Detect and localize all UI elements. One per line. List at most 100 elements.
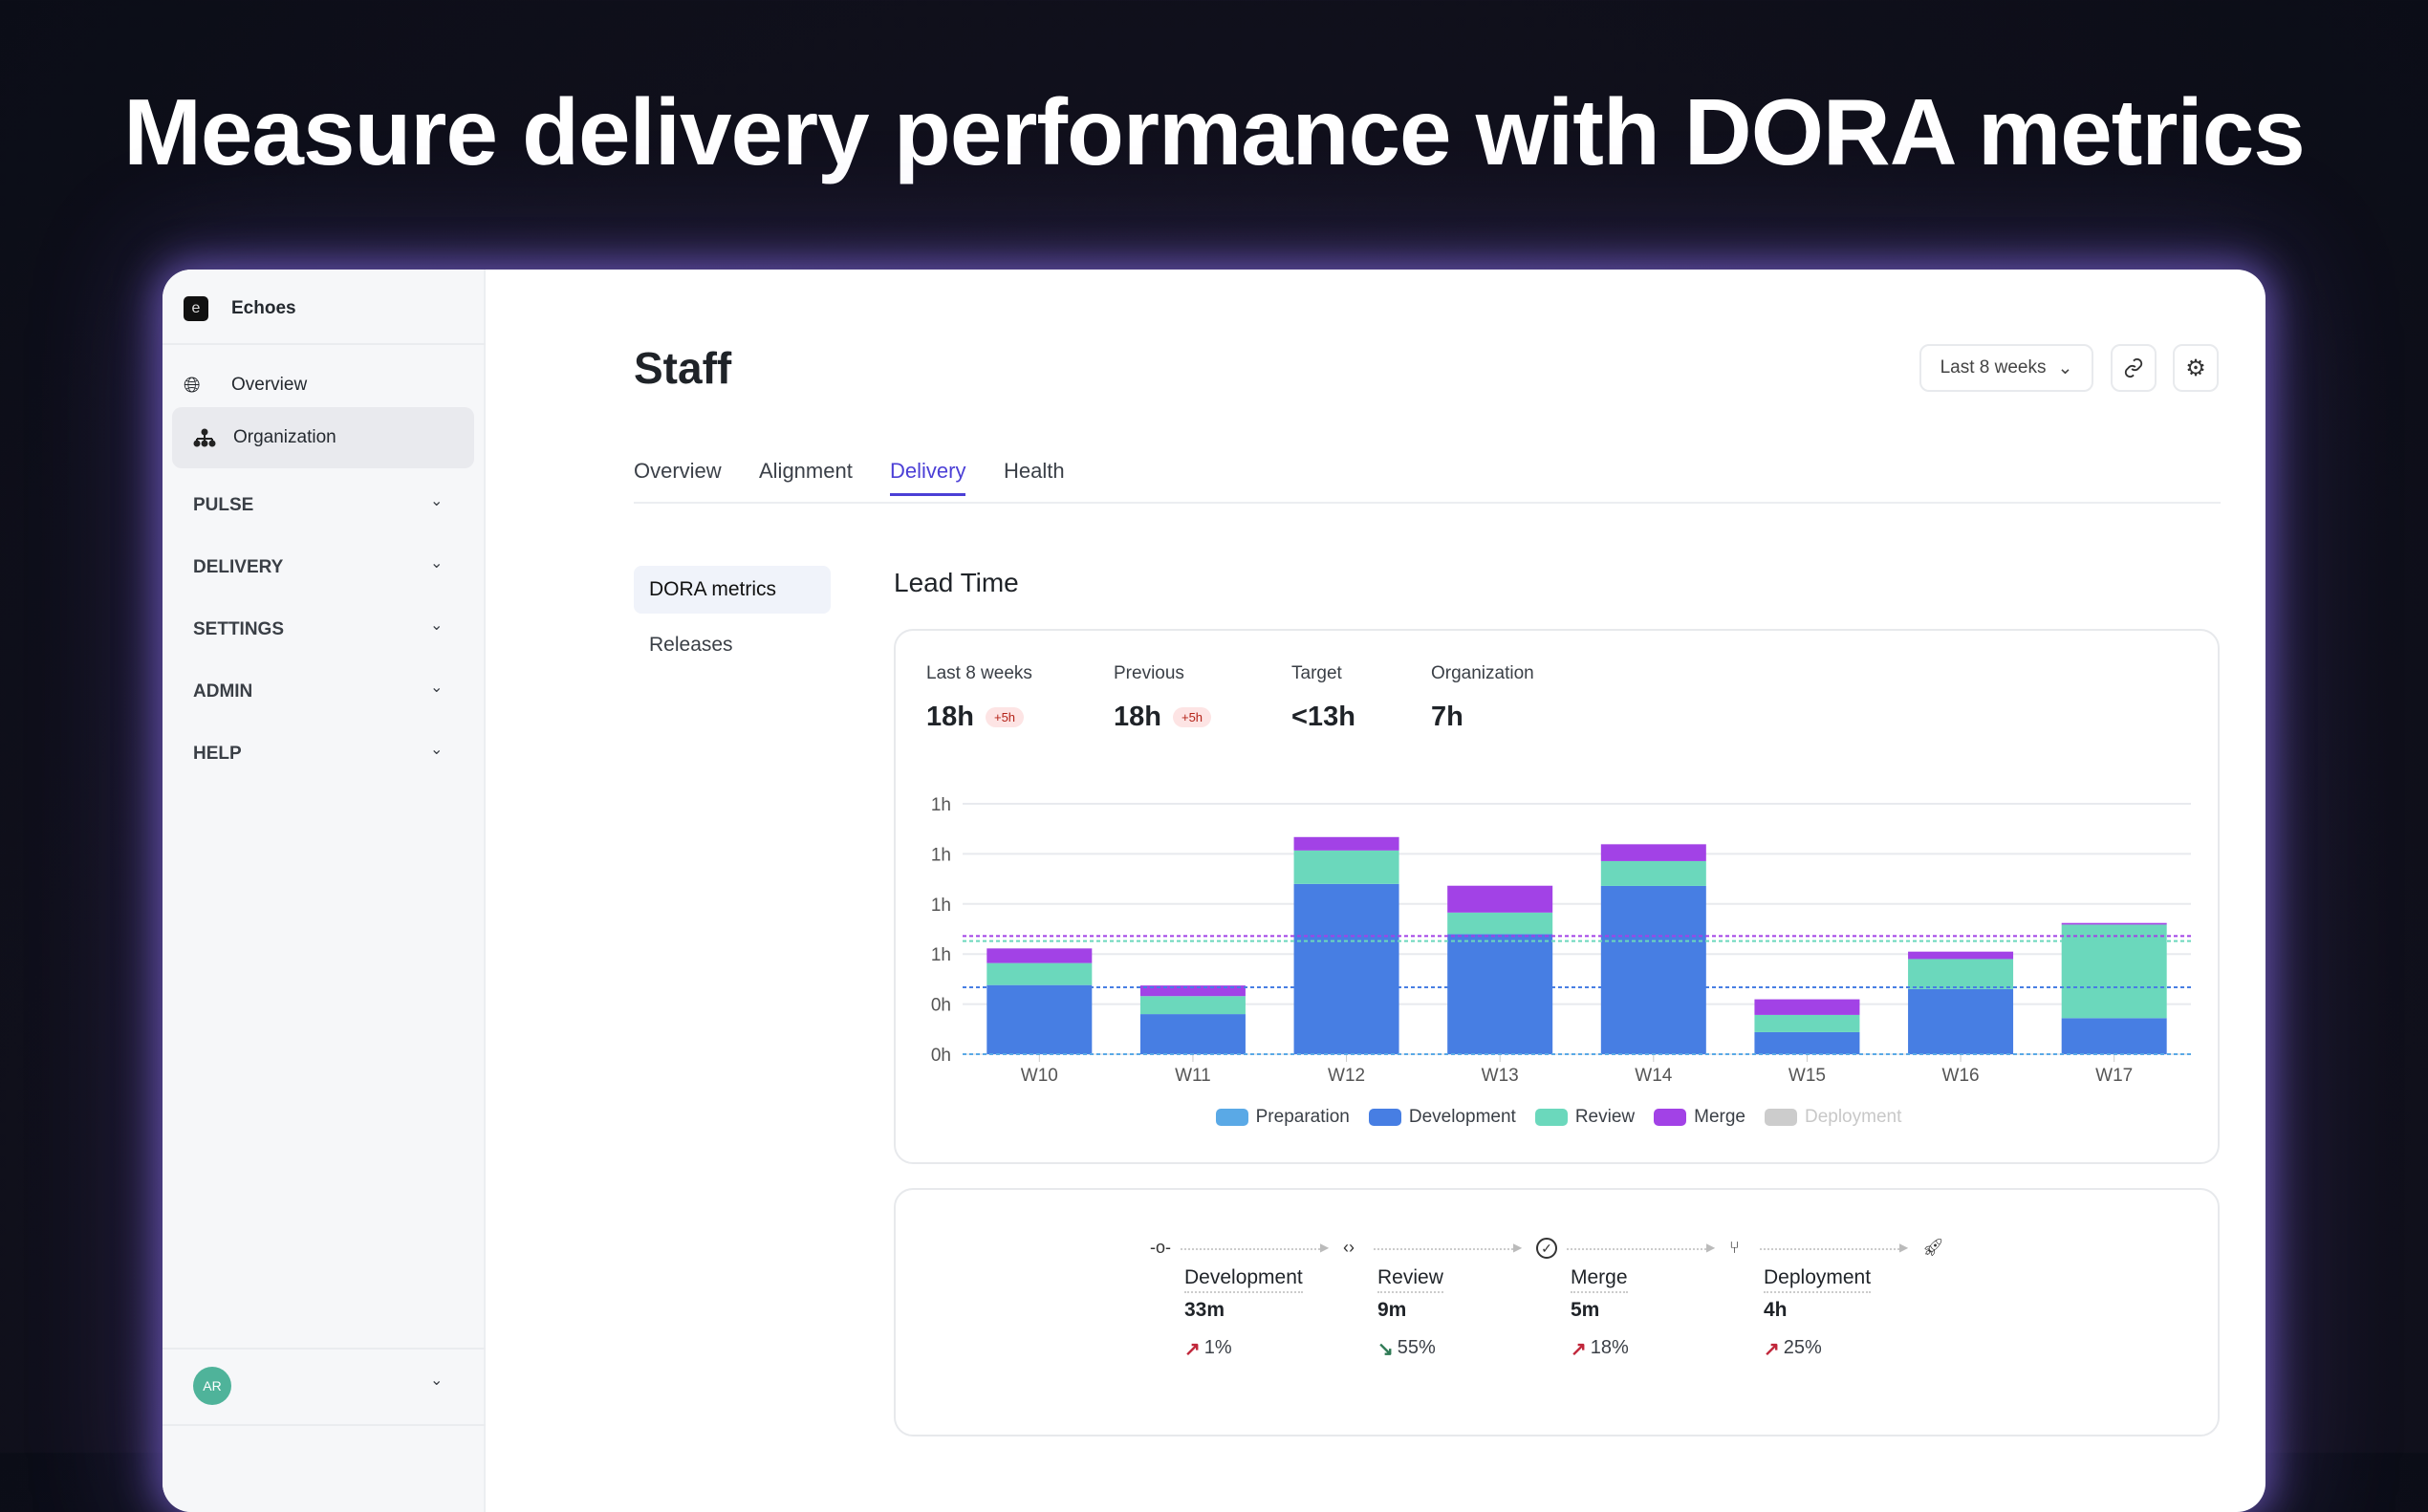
chevron-down-icon[interactable]: ⌄: [430, 1372, 444, 1389]
bar-development-W16[interactable]: [1908, 988, 2014, 1054]
y-tick-label: 1h: [931, 896, 951, 916]
bar-review-W10[interactable]: [986, 962, 1093, 985]
rocket-icon: 🚀︎: [1922, 1238, 1944, 1257]
section-label: ADMIN: [193, 681, 253, 702]
bar-merge-W14[interactable]: [1600, 844, 1706, 861]
stage-change: ↘ 55%: [1377, 1337, 1436, 1361]
subnav-releases[interactable]: Releases: [649, 634, 733, 656]
bar-review-W17[interactable]: [2061, 924, 2167, 1019]
sidebar-section-settings[interactable]: SETTINGS ⌄: [163, 612, 486, 650]
chevron-down-icon: ⌄: [430, 617, 444, 634]
legend-item-preparation[interactable]: Preparation: [1215, 1107, 1350, 1128]
bar-merge-W17[interactable]: [2061, 922, 2167, 925]
legend-swatch: [1764, 1109, 1797, 1126]
legend-item-development[interactable]: Development: [1368, 1107, 1516, 1128]
org-chart-icon: [193, 428, 216, 447]
stat-number: 18h: [926, 702, 974, 732]
date-range-dropdown[interactable]: Last 8 weeks ⌄: [1919, 344, 2093, 392]
stat-number: 18h: [1114, 702, 1161, 732]
sidebar-item-label: Overview: [231, 375, 308, 395]
bar-development-W11[interactable]: [1139, 1014, 1246, 1054]
delta-badge: +5h: [985, 707, 1025, 727]
change-value: 1%: [1203, 1337, 1232, 1358]
arrow-up-right-icon: ↗: [1571, 1339, 1587, 1360]
x-tick-label: W12: [1328, 1066, 1365, 1086]
bar-development-W12[interactable]: [1293, 883, 1399, 1054]
change-value: 18%: [1590, 1337, 1629, 1358]
bar-development-W13[interactable]: [1447, 934, 1553, 1054]
section-label: DELIVERY: [193, 557, 284, 577]
legend-label: Review: [1574, 1107, 1636, 1127]
sidebar-section-delivery[interactable]: DELIVERY ⌄: [163, 550, 486, 588]
divider: [163, 343, 486, 345]
bar-development-W17[interactable]: [2061, 1018, 2167, 1054]
flow-connector: [1760, 1248, 1903, 1250]
stat-label: Target: [1291, 663, 1342, 683]
stat-value: 18h +5h: [926, 702, 1025, 733]
sidebar-section-admin[interactable]: ADMIN ⌄: [163, 674, 486, 712]
bar-development-W10[interactable]: [986, 984, 1093, 1054]
bar-review-W15[interactable]: [1754, 1014, 1860, 1032]
bar-review-W14[interactable]: [1600, 860, 1706, 886]
legend-item-merge[interactable]: Merge: [1654, 1107, 1745, 1128]
stage-value: 5m: [1571, 1299, 1600, 1321]
stat-number: 7h: [1431, 702, 1463, 732]
section-title: Lead Time: [894, 568, 1019, 597]
lead-time-chart: 0h 0h 1h 1h 1h 1h W10 W11 W12 W13 W14 W15 W16 W17: [931, 795, 2191, 1086]
x-tick-label: W16: [1942, 1066, 1980, 1086]
sidebar-item-organization[interactable]: Organization: [172, 407, 474, 468]
stage-label[interactable]: Review: [1377, 1266, 1443, 1293]
x-tick-label: W10: [1021, 1066, 1058, 1086]
bar-merge-W16[interactable]: [1908, 951, 2014, 960]
copy-link-button[interactable]: [2111, 344, 2157, 392]
change-value: 25%: [1783, 1337, 1822, 1358]
tab-health[interactable]: Health: [1004, 459, 1065, 483]
y-tick-label: 1h: [931, 795, 951, 815]
bar-review-W11[interactable]: [1139, 996, 1246, 1015]
stage-label[interactable]: Merge: [1571, 1266, 1628, 1293]
echoes-logo-icon: e: [184, 296, 208, 321]
x-tick-label: W17: [2095, 1066, 2133, 1086]
legend-swatch: [1368, 1109, 1401, 1126]
bar-development-W15[interactable]: [1754, 1031, 1860, 1054]
bar-development-W14[interactable]: [1600, 885, 1706, 1054]
tab-overview[interactable]: Overview: [634, 459, 722, 483]
sidebar-section-pulse[interactable]: PULSE ⌄: [163, 487, 486, 526]
x-tick-label: W11: [1175, 1066, 1211, 1086]
bar-review-W12[interactable]: [1293, 850, 1399, 884]
legend-swatch: [1534, 1109, 1568, 1126]
stage-label[interactable]: Development: [1184, 1266, 1303, 1293]
sidebar-section-help[interactable]: HELP ⌄: [163, 736, 486, 774]
stage-label[interactable]: Deployment: [1764, 1266, 1872, 1293]
tab-delivery[interactable]: Delivery: [890, 459, 966, 496]
stat-number: <13h: [1291, 702, 1355, 732]
chart-legend: Preparation Development Review Merge Deploym…: [896, 1107, 2222, 1128]
delta-badge: +5h: [1172, 707, 1212, 727]
settings-button[interactable]: ⚙: [2173, 344, 2219, 392]
bar-merge-W13[interactable]: [1447, 885, 1553, 913]
tab-alignment[interactable]: Alignment: [759, 459, 853, 483]
legend-swatch: [1215, 1109, 1248, 1126]
legend-item-deployment[interactable]: Deployment: [1764, 1107, 1902, 1128]
brand-name[interactable]: Echoes: [231, 298, 296, 318]
avatar[interactable]: AR: [193, 1367, 231, 1405]
link-icon: [2124, 357, 2143, 378]
sidebar-item-overview[interactable]: 🌐︎ Overview: [172, 361, 474, 409]
bar-merge-W10[interactable]: [986, 948, 1093, 963]
bar-merge-W15[interactable]: [1754, 999, 1860, 1015]
globe-icon: 🌐︎: [184, 373, 201, 397]
flow-connector: [1181, 1248, 1324, 1250]
legend-label: Deployment: [1804, 1107, 1902, 1127]
bar-review-W13[interactable]: [1447, 912, 1553, 935]
bar-merge-W11[interactable]: [1139, 985, 1246, 997]
stage-value: 4h: [1764, 1299, 1788, 1321]
legend-item-review[interactable]: Review: [1534, 1107, 1636, 1128]
subnav-dora-metrics[interactable]: DORA metrics: [634, 566, 831, 614]
bar-merge-W12[interactable]: [1293, 836, 1399, 851]
x-tick-label: W14: [1635, 1066, 1673, 1086]
bar-review-W16[interactable]: [1908, 959, 2014, 989]
sidebar: e Echoes 🌐︎ Overview Organization PULSE ⌄…: [163, 270, 486, 1512]
code-file-icon: ‹›: [1343, 1238, 1355, 1257]
flow-connector: [1374, 1248, 1517, 1250]
stage-change: ↗ 18%: [1571, 1337, 1629, 1361]
